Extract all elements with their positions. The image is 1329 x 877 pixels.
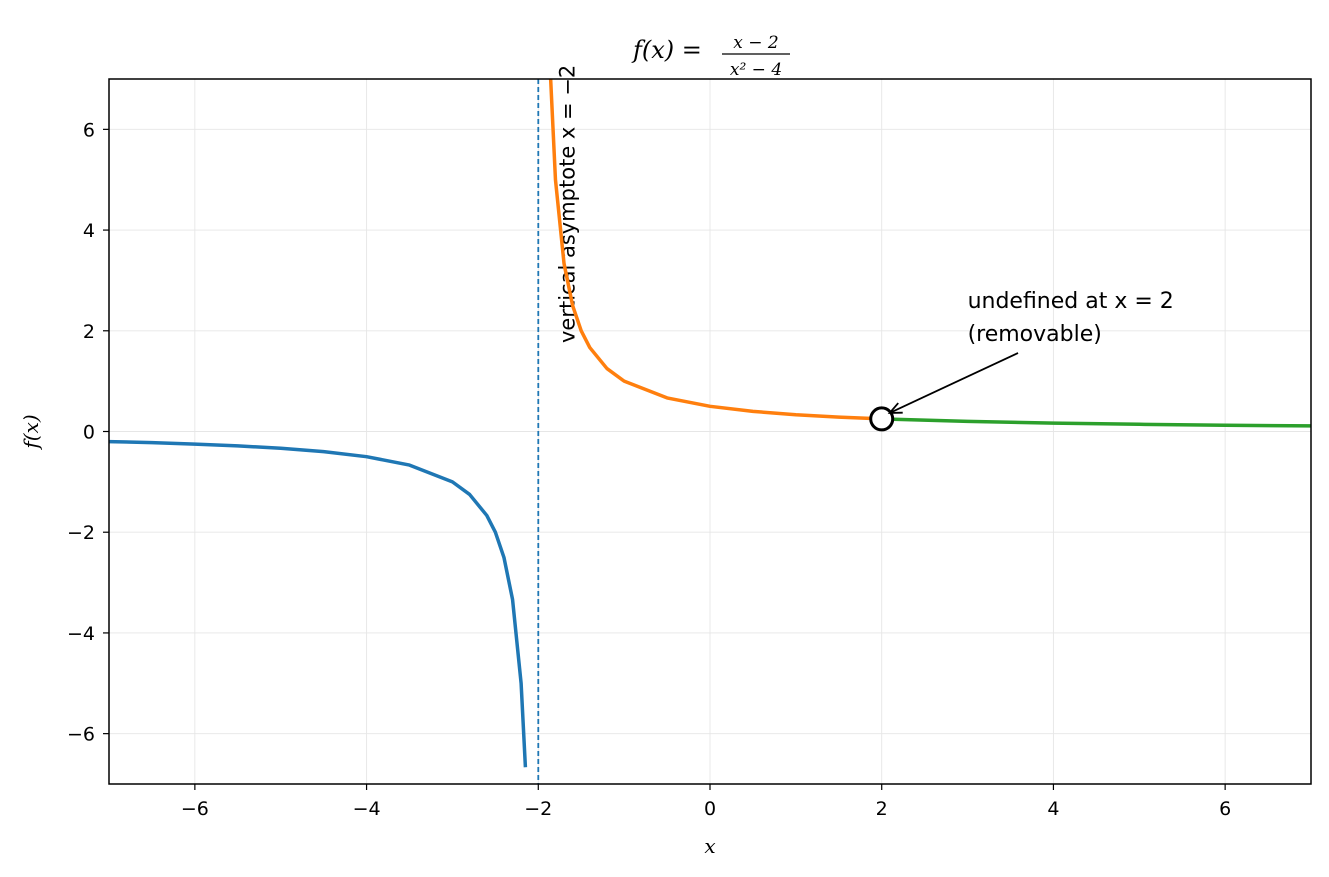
x-tick-label: 6 [1219,798,1231,820]
x-tick-label: −4 [353,798,381,820]
y-tick-label: 0 [83,422,95,444]
x-tick-label: 4 [1047,798,1059,820]
y-axis-label: f(x) [19,414,43,450]
x-tick-label: 2 [876,798,888,820]
x-tick-label: −2 [524,798,552,820]
title-numerator: x − 2 [733,33,778,53]
y-tick-label: 2 [83,321,95,343]
y-tick-label: −6 [67,724,95,746]
y-tick-label: 6 [83,119,95,141]
series-line-middle [548,79,882,421]
y-tick-label: −4 [67,623,95,645]
x-tick-label: −6 [181,798,209,820]
series-group [109,79,1311,768]
removable-hole-marker [869,406,895,432]
ticks-group: −6 −4 −2 0 2 4 6 −6 −4 −2 0 2 4 6 [67,119,1231,820]
annotation-group: undefined at x = 2 (removable) [869,289,1174,432]
series-line-left [109,439,528,768]
annotation-line-1: undefined at x = 2 [968,289,1174,314]
annotation-arrow-head [887,402,903,414]
y-tick-label: −2 [67,522,95,544]
y-tick-label: 4 [83,220,95,242]
asymptote-group: vertical asymptote x = −2 [537,65,579,784]
grid [109,79,1311,784]
annotation-line-2: (removable) [968,322,1102,347]
x-axis-label: x [704,834,715,858]
title-lhs: f(x) = [631,36,702,64]
chart-title: f(x) = x − 2 x² − 4 [631,33,790,80]
x-tick-label: 0 [704,798,716,820]
series-line-right [881,417,1311,428]
annotation-arrow-shaft [889,352,1019,414]
title-denominator: x² − 4 [730,60,782,80]
